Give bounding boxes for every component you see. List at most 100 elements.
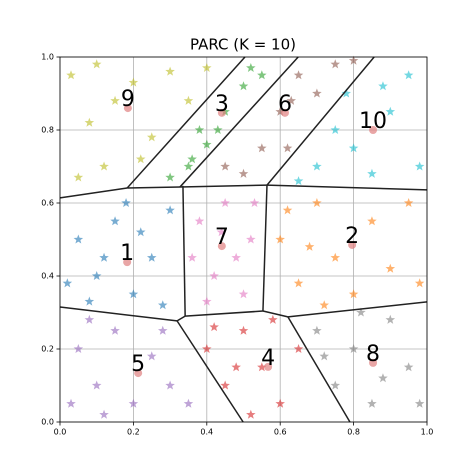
point: [91, 271, 102, 281]
point: [348, 143, 359, 153]
point: [158, 325, 168, 335]
y-tick-label: 0.0: [41, 418, 54, 427]
x-tick-label: 0.0: [54, 428, 67, 437]
point: [128, 289, 139, 299]
point: [293, 70, 304, 80]
point: [403, 70, 414, 80]
point: [194, 125, 205, 135]
point: [146, 351, 157, 361]
cluster-label: 8: [366, 342, 380, 367]
point: [110, 325, 120, 335]
point: [91, 59, 102, 69]
cluster-center: [217, 108, 226, 117]
point: [356, 307, 366, 317]
point: [73, 172, 84, 182]
x-tick-label: 0.8: [347, 428, 360, 437]
point: [73, 234, 84, 244]
y-tick-label: 0.6: [41, 199, 54, 208]
point: [165, 205, 175, 215]
point: [257, 70, 267, 80]
cluster-center: [217, 242, 226, 251]
point: [183, 161, 194, 171]
cluster-center: [123, 258, 132, 267]
point: [238, 81, 249, 91]
point: [385, 263, 396, 273]
point: [135, 227, 146, 237]
point: [183, 398, 194, 408]
point: [246, 409, 256, 419]
point: [330, 380, 341, 390]
point: [275, 106, 285, 116]
point: [220, 380, 230, 390]
plot-frame: [59, 56, 428, 423]
point: [293, 278, 304, 288]
chart-title: PARC (K = 10): [190, 36, 296, 54]
point: [231, 362, 241, 372]
point: [84, 296, 95, 306]
x-tick-label: 0.2: [127, 428, 140, 437]
point: [110, 216, 120, 226]
point: [91, 380, 102, 390]
point: [304, 241, 315, 251]
boundary: [179, 184, 268, 188]
cluster-label: 7: [215, 225, 229, 250]
boundary: [176, 315, 186, 322]
point: [146, 132, 157, 142]
point: [146, 252, 157, 262]
cluster-label: 6: [278, 92, 292, 117]
point: [319, 300, 329, 310]
boundary: [179, 56, 299, 188]
point: [312, 198, 322, 208]
point: [135, 154, 146, 164]
point: [414, 161, 425, 171]
cluster-label: 4: [261, 346, 275, 371]
point: [348, 344, 359, 354]
point: [66, 70, 76, 80]
boundary: [126, 56, 246, 189]
point: [367, 398, 377, 408]
point: [319, 351, 329, 361]
point: [213, 125, 223, 135]
point: [231, 252, 241, 262]
x-tick-label: 0.4: [200, 428, 213, 437]
point: [216, 227, 227, 237]
point: [341, 88, 352, 98]
point: [187, 154, 197, 164]
boundary: [287, 301, 428, 318]
cluster-center: [123, 104, 132, 113]
point: [275, 398, 285, 408]
boundary: [266, 56, 375, 186]
x-tick-label: 0.6: [274, 428, 287, 437]
boundary: [176, 320, 244, 423]
boundary: [127, 186, 181, 189]
point: [73, 344, 84, 354]
point: [110, 95, 120, 105]
point: [165, 172, 175, 182]
point: [187, 252, 197, 262]
point: [330, 252, 341, 262]
boundary: [287, 316, 351, 423]
point: [268, 314, 278, 324]
cluster-center: [280, 108, 289, 117]
point: [99, 252, 109, 262]
point: [84, 117, 95, 127]
point: [257, 362, 267, 372]
boundary: [59, 306, 178, 322]
point: [330, 125, 341, 135]
cluster-label: 9: [121, 87, 135, 112]
x-tick-label: 1.0: [421, 428, 434, 437]
boundary: [185, 310, 264, 317]
point: [282, 143, 293, 153]
y-tick-label: 0.4: [41, 272, 54, 281]
cluster-label: 2: [345, 224, 359, 249]
point: [209, 322, 219, 332]
point: [246, 62, 256, 72]
point: [128, 77, 139, 87]
point: [257, 143, 267, 153]
point: [293, 176, 304, 186]
boundary: [182, 185, 186, 317]
point: [286, 95, 296, 105]
point: [66, 398, 76, 408]
point: [275, 234, 285, 244]
point: [312, 161, 322, 171]
